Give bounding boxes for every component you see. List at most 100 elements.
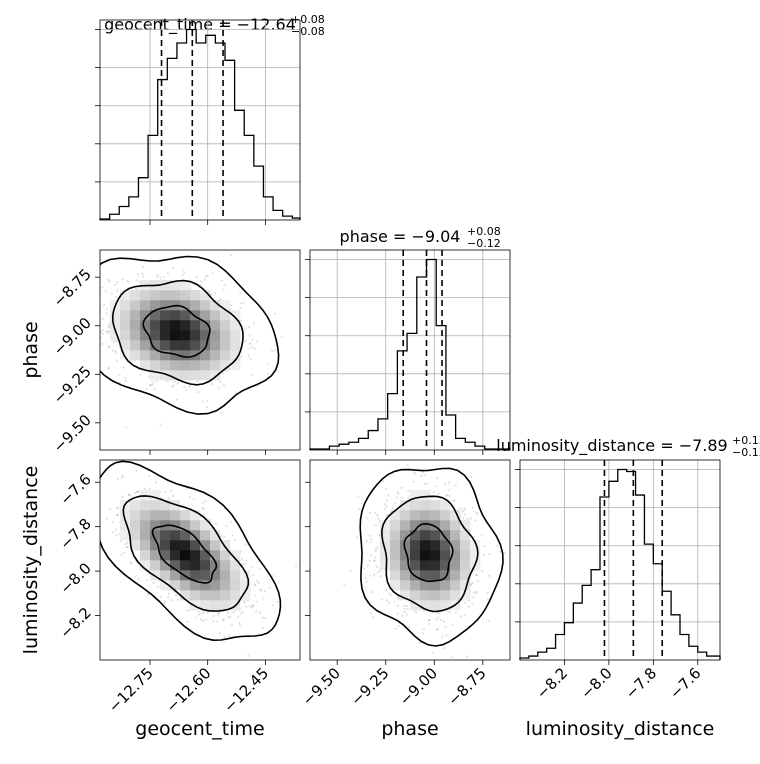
density-cell [440, 540, 451, 551]
scatter-point [446, 494, 449, 497]
scatter-point [195, 276, 198, 279]
density-cell [120, 330, 131, 341]
scatter-point [120, 554, 123, 557]
scatter-point [171, 385, 174, 388]
scatter-point [471, 506, 474, 509]
density-cell [420, 560, 431, 571]
density-cell [420, 530, 431, 541]
scatter-point [136, 490, 139, 493]
density-cell [170, 340, 181, 351]
density-cell [120, 350, 131, 361]
scatter-point [217, 612, 220, 615]
scatter-point [164, 490, 167, 493]
density-cell [150, 300, 161, 311]
scatter-point [370, 538, 373, 541]
density-cell [130, 540, 141, 551]
scatter-point [139, 373, 142, 376]
density-cell [410, 490, 421, 501]
density-cell [200, 540, 211, 551]
scatter-point [227, 616, 230, 619]
scatter-point [261, 626, 264, 630]
density-cell [440, 510, 451, 521]
scatter-point [210, 527, 213, 531]
scatter-point [461, 517, 465, 520]
density-cell [160, 350, 171, 361]
scatter-point [105, 308, 108, 311]
scatter-point [223, 283, 226, 286]
density-cell [140, 560, 151, 571]
density-cell [210, 540, 221, 551]
scatter-point [444, 483, 447, 486]
density-cell [210, 300, 221, 311]
scatter-point [471, 602, 474, 605]
scatter-point [107, 326, 110, 329]
density-cell [430, 590, 441, 601]
scatter-point [373, 573, 376, 576]
scatter-point [143, 487, 146, 490]
density-cell [460, 580, 471, 591]
density-cell [390, 540, 401, 551]
scatter-point [420, 474, 423, 477]
scatter-point [374, 511, 377, 514]
scatter-point [408, 626, 411, 629]
scatter-point [448, 494, 451, 497]
density-cell [410, 590, 421, 601]
scatter-point [405, 613, 409, 616]
scatter-point [248, 347, 251, 350]
scatter-point [406, 608, 409, 611]
density-cell [440, 560, 451, 571]
scatter-point [125, 541, 128, 544]
scatter-point [225, 369, 228, 372]
scatter-point [378, 533, 381, 536]
scatter-point [366, 564, 369, 567]
density-cell [420, 550, 431, 561]
scatter-point [376, 546, 379, 549]
scatter-point [206, 611, 209, 614]
scatter-point [228, 634, 231, 637]
scatter-point [486, 592, 489, 595]
scatter-point [212, 620, 215, 623]
density-cell [190, 330, 201, 341]
scatter-point [146, 579, 149, 582]
scatter-point [374, 524, 377, 527]
scatter-point [467, 605, 470, 608]
scatter-point [365, 580, 368, 583]
scatter-point [167, 496, 170, 499]
density-cell [200, 520, 211, 531]
scatter-point [169, 489, 173, 492]
scatter-point [159, 276, 162, 279]
scatter-point [218, 632, 221, 635]
scatter-point [130, 562, 133, 565]
density-cell [150, 330, 161, 341]
density-cell [220, 350, 231, 361]
density-cell [440, 590, 451, 601]
density-cell [400, 580, 411, 591]
scatter-point [229, 254, 233, 257]
density-cell [390, 580, 401, 591]
density-cell [240, 570, 251, 581]
title-phase: phase = −9.04 [340, 227, 461, 246]
scatter-point [379, 575, 382, 578]
density-cell [450, 530, 461, 541]
scatter-point [448, 481, 451, 484]
density-cell [190, 560, 201, 571]
scatter-point [164, 600, 167, 603]
scatter-point [201, 506, 204, 510]
scatter-point [151, 384, 154, 387]
scatter-point [129, 494, 132, 497]
scatter-point [183, 272, 186, 275]
density-cell [190, 600, 201, 611]
density-cell [190, 540, 201, 551]
scatter-point [156, 585, 159, 588]
scatter-point [176, 598, 180, 601]
scatter-point [192, 498, 195, 501]
scatter-point [443, 647, 446, 650]
scatter-point [393, 600, 396, 603]
scatter-point [135, 469, 138, 473]
density-cell [140, 540, 151, 551]
scatter-point [218, 611, 221, 614]
density-cell [400, 570, 411, 581]
density-cell [130, 310, 141, 321]
density-cell [220, 340, 231, 351]
scatter-point [111, 520, 115, 524]
